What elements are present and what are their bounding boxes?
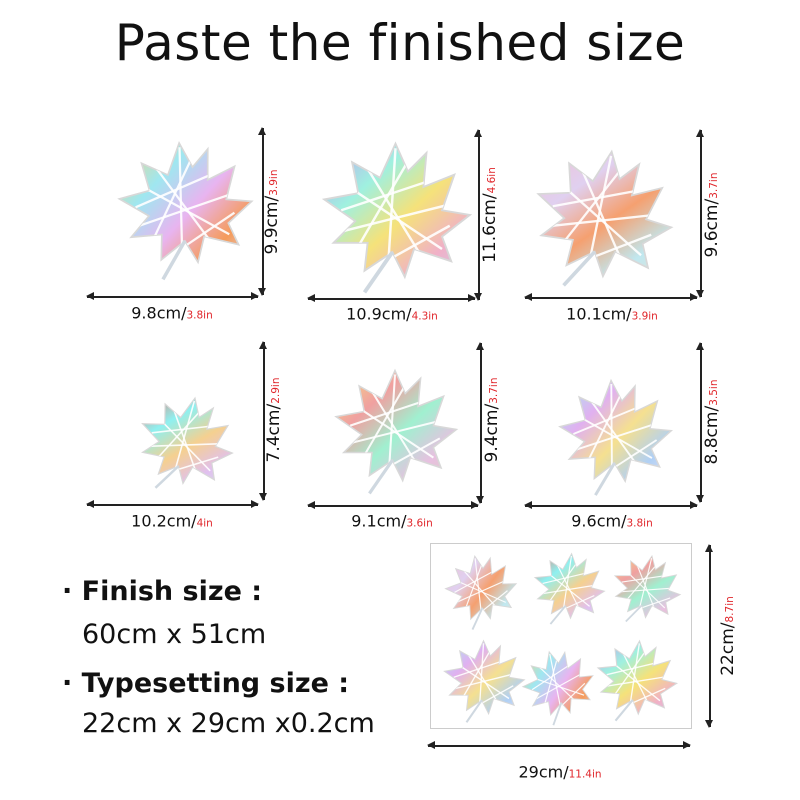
maple-leaf-sticker-image [527, 148, 677, 297]
width-arrow [524, 294, 698, 300]
width-arrow [86, 501, 259, 507]
maple-leaf-sticker-image [330, 368, 460, 500]
typesetting-size-label: · Typesetting size : [62, 668, 349, 699]
maple-leaf-sticker-image [115, 140, 255, 284]
page-title: Paste the finished size [114, 14, 686, 72]
height-arrow [260, 341, 266, 501]
sheet-leaf-sticker [606, 554, 686, 630]
typesetting-size-value: 22cm x 29cm x0.2cm [82, 708, 375, 739]
sheet-leaf-sticker [441, 554, 521, 633]
width-arrow [86, 293, 259, 299]
height-arrow [697, 129, 703, 298]
sheet-leaf-sticker [591, 639, 681, 728]
sheet-leaf-sticker [441, 639, 526, 728]
height-arrow [475, 129, 481, 301]
sheet-width-label: 29cm/11.4in [518, 762, 602, 782]
width-label: 10.1cm/3.9in [566, 304, 658, 324]
width-arrow [307, 502, 479, 508]
width-arrow [307, 295, 476, 301]
width-label: 10.2cm/4in [131, 511, 213, 531]
sheet-height-arrow [706, 544, 712, 728]
sheet-width-arrow [427, 742, 691, 748]
height-label: 9.6cm/3.7in [702, 172, 722, 258]
sheet-height-label: 22cm/8.7in [718, 596, 738, 676]
sheet-leaf-sticker [521, 649, 596, 728]
width-label: 10.9cm/4.3in [346, 304, 438, 324]
bullet: · [62, 576, 73, 607]
width-label: 9.8cm/3.8in [131, 303, 213, 323]
height-label: 9.9cm/3.9in [262, 169, 282, 255]
typesetting-size-heading: Typesetting size : [81, 668, 350, 699]
width-label: 9.1cm/3.6in [351, 511, 433, 531]
height-label: 9.4cm/3.7in [482, 377, 502, 463]
finish-size-label: · Finish size : [62, 576, 262, 607]
height-label: 7.4cm/2.9in [264, 377, 284, 463]
height-arrow [477, 342, 483, 504]
height-label: 8.8cm/3.5in [702, 379, 722, 465]
height-arrow [697, 342, 703, 503]
maple-leaf-sticker-image [115, 395, 255, 499]
width-arrow [524, 502, 698, 508]
maple-leaf-sticker-image [318, 138, 473, 302]
width-label: 9.6cm/3.8in [571, 511, 653, 531]
sheet-leaf-sticker [526, 552, 611, 631]
maple-leaf-sticker-image [545, 378, 685, 500]
finish-size-value: 60cm x 51cm [82, 619, 267, 650]
bullet: · [62, 668, 73, 699]
sticker-sheet-image [430, 543, 692, 729]
height-label: 11.6cm/4.6in [480, 167, 500, 263]
finish-size-heading: Finish size : [81, 576, 263, 607]
height-arrow [259, 127, 265, 296]
